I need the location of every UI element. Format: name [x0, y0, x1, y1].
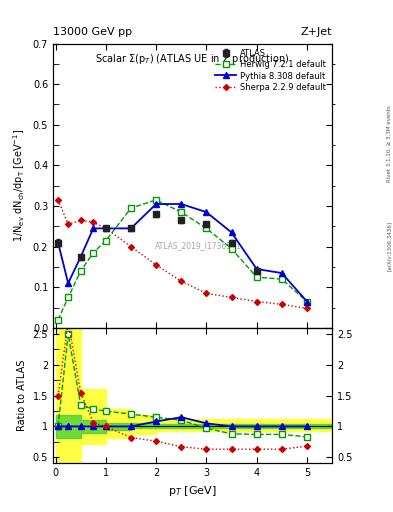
Herwig 7.2.1 default	[129, 205, 133, 211]
Pythia 8.308 default	[179, 201, 184, 207]
Sherpa 2.2.9 default	[78, 217, 83, 223]
Pythia 8.308 default	[56, 240, 61, 246]
Line: Herwig 7.2.1 default: Herwig 7.2.1 default	[55, 197, 310, 323]
Text: Rivet 3.1.10, ≥ 3.3M events: Rivet 3.1.10, ≥ 3.3M events	[387, 105, 392, 182]
Pythia 8.308 default	[154, 201, 158, 207]
Herwig 7.2.1 default	[229, 246, 234, 252]
Pythia 8.308 default	[129, 225, 133, 231]
Herwig 7.2.1 default	[103, 238, 108, 244]
Text: [arXiv:1306.3436]: [arXiv:1306.3436]	[387, 221, 392, 271]
Sherpa 2.2.9 default	[279, 301, 284, 307]
Herwig 7.2.1 default	[204, 225, 209, 231]
Text: 13000 GeV pp: 13000 GeV pp	[53, 27, 132, 37]
Sherpa 2.2.9 default	[204, 290, 209, 296]
Sherpa 2.2.9 default	[66, 221, 70, 227]
Text: Scalar $\Sigma$(p$_T$) (ATLAS UE in Z production): Scalar $\Sigma$(p$_T$) (ATLAS UE in Z pr…	[95, 52, 290, 66]
Sherpa 2.2.9 default	[129, 244, 133, 250]
X-axis label: p$_T$ [GeV]: p$_T$ [GeV]	[168, 484, 217, 498]
Herwig 7.2.1 default	[56, 317, 61, 323]
Herwig 7.2.1 default	[154, 197, 158, 203]
Text: Z+Jet: Z+Jet	[301, 27, 332, 37]
Legend: ATLAS, Herwig 7.2.1 default, Pythia 8.308 default, Sherpa 2.2.9 default: ATLAS, Herwig 7.2.1 default, Pythia 8.30…	[214, 48, 328, 93]
Herwig 7.2.1 default	[254, 274, 259, 280]
Pythia 8.308 default	[91, 225, 95, 231]
Pythia 8.308 default	[279, 270, 284, 276]
Herwig 7.2.1 default	[91, 250, 95, 256]
Line: Pythia 8.308 default: Pythia 8.308 default	[55, 201, 310, 305]
Sherpa 2.2.9 default	[179, 278, 184, 284]
Line: Sherpa 2.2.9 default: Sherpa 2.2.9 default	[56, 198, 309, 310]
Y-axis label: 1/N$_{\rm ev}$ dN$_{\rm ch}$/dp$_{\rm T}$ [GeV$^{-1}$]: 1/N$_{\rm ev}$ dN$_{\rm ch}$/dp$_{\rm T}…	[11, 129, 27, 242]
Sherpa 2.2.9 default	[154, 262, 158, 268]
Sherpa 2.2.9 default	[305, 305, 309, 311]
Text: ATLAS_2019_I1736531: ATLAS_2019_I1736531	[155, 241, 242, 250]
Herwig 7.2.1 default	[305, 298, 309, 305]
Herwig 7.2.1 default	[179, 209, 184, 215]
Sherpa 2.2.9 default	[254, 298, 259, 305]
Herwig 7.2.1 default	[78, 268, 83, 274]
Sherpa 2.2.9 default	[56, 197, 61, 203]
Y-axis label: Ratio to ATLAS: Ratio to ATLAS	[17, 360, 27, 431]
Sherpa 2.2.9 default	[229, 294, 234, 301]
Pythia 8.308 default	[229, 229, 234, 236]
Pythia 8.308 default	[66, 280, 70, 286]
Herwig 7.2.1 default	[66, 294, 70, 301]
Pythia 8.308 default	[78, 254, 83, 260]
Herwig 7.2.1 default	[279, 276, 284, 282]
Pythia 8.308 default	[305, 298, 309, 305]
Pythia 8.308 default	[254, 266, 259, 272]
Pythia 8.308 default	[103, 225, 108, 231]
Pythia 8.308 default	[204, 209, 209, 215]
Sherpa 2.2.9 default	[103, 225, 108, 231]
Sherpa 2.2.9 default	[91, 219, 95, 225]
